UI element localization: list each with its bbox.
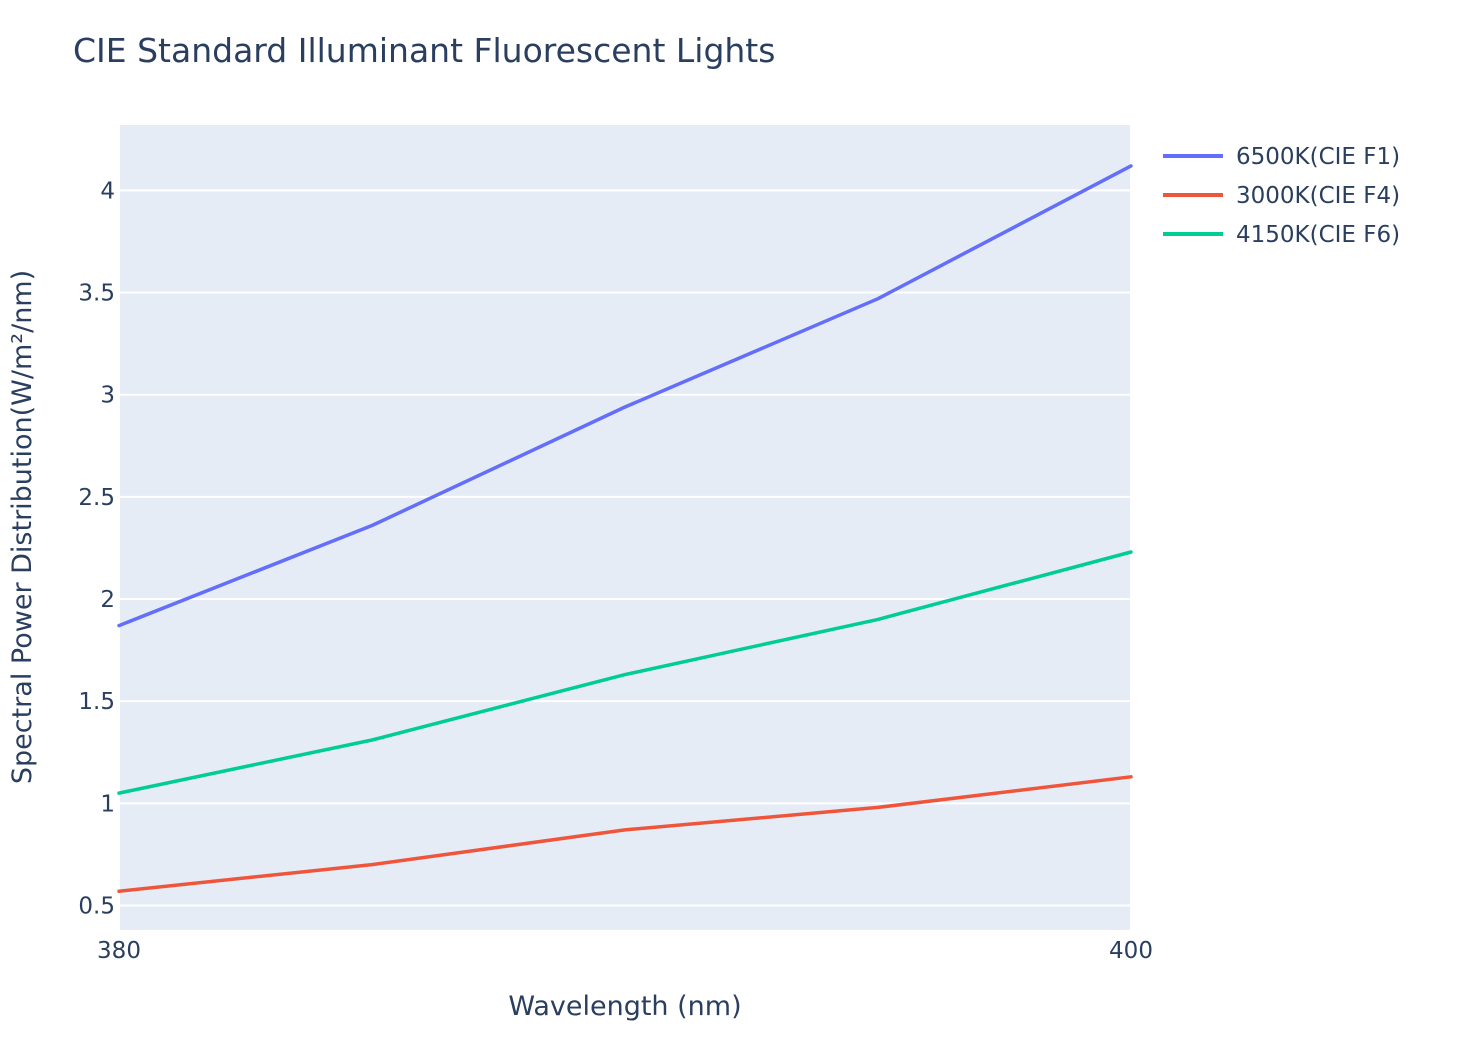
- y-axis-title: Spectral Power Distribution(W/m²/nm): [7, 270, 38, 784]
- series-line-3: [117, 550, 1133, 795]
- y-tick-label: 2: [100, 587, 115, 613]
- legend-label: 6500K(CIE F1): [1236, 144, 1400, 170]
- y-tick-label: 1.5: [78, 689, 115, 715]
- series-line-1: [117, 164, 1133, 628]
- x-axis-title: Wavelength (nm): [508, 991, 741, 1022]
- y-tick-label: 3: [100, 383, 115, 409]
- legend-label: 4150K(CIE F6): [1236, 222, 1400, 248]
- series-line-2: [117, 775, 1133, 893]
- y-tick-label: 2.5: [78, 485, 115, 511]
- y-axis-ticks: 0.5 1 1.5 2 2.5 3 3.5 4: [78, 178, 115, 919]
- x-axis-ticks: 380 400: [97, 938, 1153, 964]
- series-lines: [117, 164, 1133, 893]
- legend-item[interactable]: 6500K(CIE F1): [1163, 144, 1400, 170]
- legend-item[interactable]: 3000K(CIE F4): [1163, 183, 1400, 209]
- chart-title: CIE Standard Illuminant Fluorescent Ligh…: [73, 31, 775, 70]
- gridlines: [118, 125, 1132, 930]
- y-tick-label: 0.5: [78, 893, 115, 919]
- legend-item[interactable]: 4150K(CIE F6): [1163, 222, 1400, 248]
- y-tick-label: 3.5: [78, 281, 115, 307]
- x-tick-label: 380: [97, 938, 141, 964]
- x-tick-label: 400: [1109, 938, 1153, 964]
- legend-label: 3000K(CIE F4): [1236, 183, 1400, 209]
- y-tick-label: 4: [100, 178, 115, 204]
- y-tick-label: 1: [100, 791, 115, 817]
- legend[interactable]: 6500K(CIE F1) 3000K(CIE F4) 4150K(CIE F6): [1163, 144, 1400, 248]
